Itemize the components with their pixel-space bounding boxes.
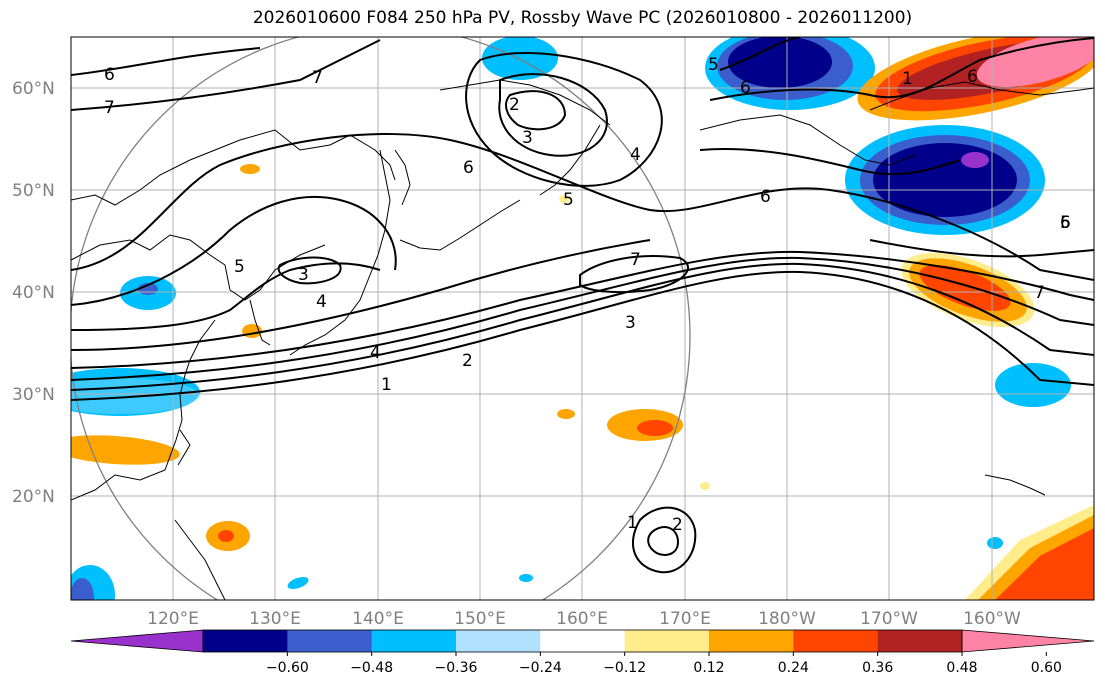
- contour-label: 5: [1060, 213, 1071, 233]
- colorbar-tick-label: −0.12: [603, 660, 646, 676]
- colorbar-swatch: [371, 630, 457, 652]
- colorbar-swatch: [540, 630, 626, 652]
- negative-anomaly-region: [987, 537, 1003, 549]
- contour-label: 1: [381, 375, 392, 395]
- colorbar-swatch: [456, 630, 541, 652]
- negative-anomaly-region: [71, 578, 94, 600]
- positive-anomaly-region: [559, 195, 569, 203]
- lat-tick-label: 50°N: [12, 181, 55, 201]
- contour-label: 6: [760, 187, 771, 207]
- colorbar-swatch: [624, 630, 710, 652]
- colorbar-tick-label: −0.24: [519, 660, 562, 676]
- map-frame: [70, 36, 1095, 601]
- colorbar-tick-label: −0.48: [350, 660, 393, 676]
- lon-tick-label: 180°W: [758, 609, 816, 629]
- positive-anomaly-region: [218, 530, 234, 542]
- colorbar-frame: [202, 629, 963, 653]
- contour-label: 5: [563, 190, 574, 210]
- colorbar-swatch: [793, 630, 879, 652]
- negative-anomaly-region: [71, 368, 200, 416]
- lon-tick-label: 170°W: [860, 609, 918, 629]
- colorbar-extend-high: [961, 629, 1095, 653]
- contour-label: 4: [370, 343, 381, 363]
- contour-label: 7: [312, 68, 323, 88]
- colorbar-tick-label: 0.48: [946, 660, 977, 676]
- contour-label: 2: [462, 351, 473, 371]
- contour-label: 3: [625, 313, 636, 333]
- positive-anomaly-region: [976, 37, 1094, 88]
- contour-label: 2: [509, 95, 520, 115]
- positive-anomaly-region: [700, 482, 710, 490]
- contour-label: 7: [630, 250, 641, 270]
- contour-label: 7: [104, 98, 115, 118]
- negative-anomaly-region: [519, 574, 533, 582]
- contour-label: 6: [967, 67, 978, 87]
- colorbar-tick-label: 0.12: [693, 660, 724, 676]
- lon-tick-label: 130°E: [249, 609, 301, 629]
- colorbar-swatch: [203, 630, 288, 652]
- negative-anomaly-region: [728, 37, 832, 88]
- positive-anomaly-region: [240, 164, 260, 174]
- lon-tick-label: 120°E: [147, 609, 199, 629]
- contour-label: 5: [234, 257, 245, 277]
- lon-tick-label: 160°W: [963, 609, 1021, 629]
- lat-tick-label: 30°N: [12, 385, 55, 405]
- colorbar-swatch: [877, 630, 963, 652]
- colorbar-tick-label: 0.60: [1031, 660, 1062, 676]
- contour-label: 2: [672, 515, 683, 535]
- colorbar-tick-label: 0.36: [862, 660, 893, 676]
- reference-circle: [71, 37, 691, 600]
- contour-label: 3: [298, 265, 309, 285]
- positive-anomaly-region: [637, 420, 673, 436]
- contour-label: 6: [1060, 213, 1071, 233]
- contour-label: 4: [316, 292, 327, 312]
- contour-label: 1: [627, 513, 638, 533]
- contour-labels: 6 7 7 2 3 4 5 5 6 5 6 1 6 6 5 3 4 4 3 2 …: [104, 55, 1071, 535]
- negative-anomaly-region: [287, 576, 309, 590]
- coastlines: [71, 79, 1094, 600]
- positive-anomaly-region: [919, 265, 1011, 311]
- contour-label: 6: [463, 158, 474, 178]
- contour-label: 7: [1034, 283, 1045, 303]
- colorbar-tick-label: −0.60: [266, 660, 309, 676]
- positive-anomaly-region: [995, 528, 1094, 600]
- lat-tick-label: 60°N: [12, 79, 55, 99]
- negative-anomaly-region: [995, 363, 1071, 407]
- colorbar-swatch: [287, 630, 373, 652]
- negative-anomaly-region: [961, 152, 989, 168]
- lon-tick-label: 160°E: [556, 609, 608, 629]
- latitude-axis: 60°N 50°N 40°N 30°N 20°N: [12, 79, 55, 507]
- colorbar-tick-label: −0.36: [435, 660, 478, 676]
- contour-label: 3: [522, 128, 533, 148]
- lon-tick-label: 170°E: [659, 609, 711, 629]
- map-title: 2026010600 F084 250 hPa PV, Rossby Wave …: [252, 8, 913, 28]
- positive-anomaly-region: [557, 409, 575, 419]
- pv-contours: [71, 37, 1094, 574]
- colorbar-swatch: [709, 630, 794, 652]
- map-plot-area: 6 7 7 2 3 4 5 5 6 5 6 1 6 6 5 3 4 4 3 2 …: [71, 37, 1094, 600]
- contour-label: 6: [104, 65, 115, 85]
- lat-tick-label: 40°N: [12, 283, 55, 303]
- colorbar: −0.60 −0.48 −0.36 −0.24 −0.12 0.12 0.24 0.36 0.4…: [70, 629, 1095, 676]
- positive-anomaly-region: [71, 435, 180, 465]
- map-grid: [71, 37, 1094, 600]
- contour-label: 5: [708, 55, 719, 75]
- negative-anomaly-region: [482, 37, 558, 80]
- contour-label: 1: [902, 69, 913, 89]
- negative-anomaly-region: [873, 143, 1017, 217]
- contour-label: 6: [740, 78, 751, 98]
- colorbar-tick-label: 0.24: [778, 660, 809, 676]
- lat-tick-label: 20°N: [12, 487, 55, 507]
- contour-label: 4: [630, 145, 641, 165]
- colorbar-extend-low: [70, 629, 204, 653]
- longitude-axis: 120°E 130°E 140°E 150°E 160°E 170°E 180°…: [147, 609, 1021, 629]
- lon-tick-label: 140°E: [352, 609, 404, 629]
- lon-tick-label: 150°E: [454, 609, 506, 629]
- pv-anomaly-shading: [71, 37, 1094, 600]
